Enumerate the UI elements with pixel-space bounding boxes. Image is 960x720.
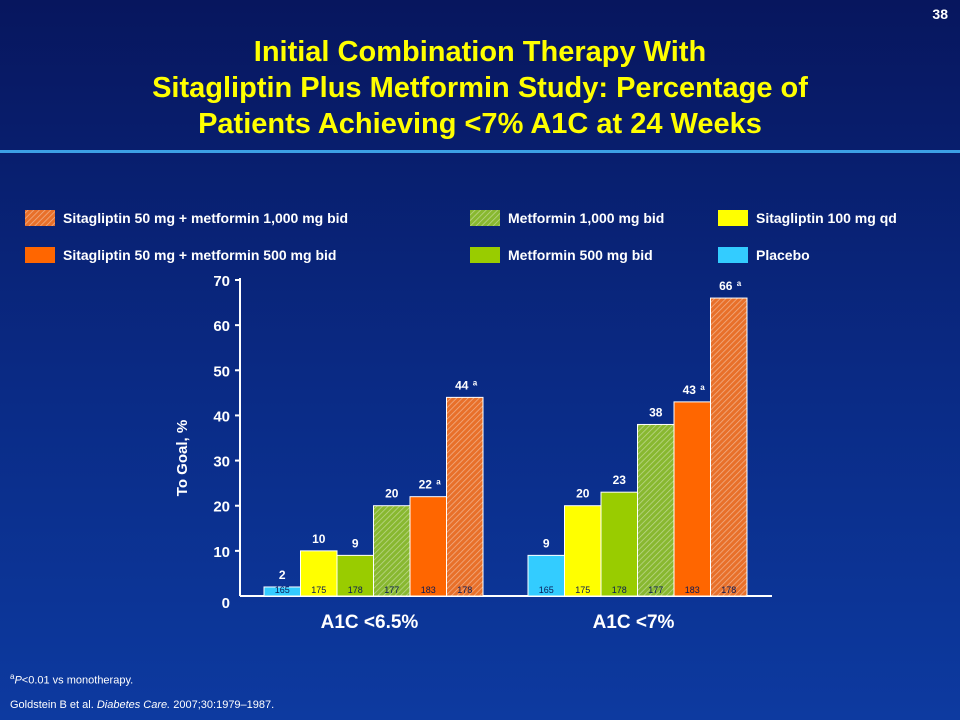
legend-label-metformin-1-000-mg-bid: Metformin 1,000 mg bid	[508, 210, 664, 226]
y-tick-label: 70	[213, 273, 230, 290]
bar-sitagliptin-50-mg-metformin-1-000-mg-bid-1	[446, 396, 484, 597]
value-label: 10	[312, 532, 326, 546]
n-label: 178	[721, 585, 736, 595]
chart-legend: Sitagliptin 50 mg + metformin 1,000 mg b…	[25, 210, 897, 263]
footnote-p: P	[14, 674, 22, 687]
value-label: 66	[719, 279, 733, 293]
significance-marker: a	[473, 378, 478, 387]
y-tick-label: 50	[213, 363, 230, 380]
citation-authors: Goldstein B et al.	[10, 699, 97, 711]
y-tick-label: 20	[213, 499, 230, 516]
footnote: aP<0.01 vs monotherapy.	[10, 672, 133, 687]
citation-volume: 2007;30:1979–1987.	[170, 699, 275, 711]
value-label: 20	[385, 487, 399, 501]
value-label: 43	[683, 383, 697, 397]
bar-metformin-500-mg-bid-2	[600, 491, 638, 597]
slide-number: 38	[932, 6, 948, 22]
value-label: 9	[352, 536, 359, 550]
n-label: 177	[648, 585, 663, 595]
title-line-1: Initial Combination Therapy With	[253, 36, 707, 68]
n-label: 178	[348, 585, 363, 595]
significance-marker: a	[700, 383, 705, 392]
n-label: 183	[421, 585, 436, 595]
n-label: 175	[575, 585, 590, 595]
legend-swatch-sitagliptin-50-mg-metformin-500-mg-bid	[25, 247, 55, 263]
y-axis-label: To Goal, %	[174, 420, 191, 496]
value-label: 20	[576, 487, 590, 501]
n-label: 175	[311, 585, 326, 595]
footnote-text: <0.01 vs monotherapy.	[21, 674, 134, 687]
y-tick-label: 30	[213, 454, 230, 471]
value-label: 44	[455, 378, 469, 392]
y-tick-label: 0	[222, 595, 230, 612]
bar-metformin-500-mg-bid-1	[336, 554, 374, 597]
legend-label-placebo: Placebo	[756, 247, 810, 263]
value-label: 22	[419, 478, 433, 492]
y-tick-label: 40	[213, 408, 230, 425]
category-label: A1C <7%	[593, 612, 675, 633]
n-label: 177	[384, 585, 399, 595]
legend-swatch-metformin-1-000-mg-bid	[470, 210, 500, 226]
value-label: 23	[613, 473, 627, 487]
y-tick-label: 60	[213, 318, 230, 335]
title-line-3: Patients Achieving <7% A1C at 24 Weeks	[198, 108, 762, 140]
category-label: A1C <6.5%	[321, 612, 419, 633]
n-label: 165	[275, 585, 290, 595]
legend-swatch-metformin-500-mg-bid	[470, 247, 500, 263]
n-label: 178	[457, 585, 472, 595]
y-tick-label: 10	[213, 544, 230, 561]
n-label: 165	[539, 585, 554, 595]
bar-metformin-1-000-mg-bid-2	[637, 423, 675, 597]
bar-sitagliptin-50-mg-metformin-1-000-mg-bid-2	[710, 297, 748, 597]
title-line-2: Sitagliptin Plus Metformin Study: Percen…	[152, 72, 808, 104]
legend-label-metformin-500-mg-bid: Metformin 500 mg bid	[508, 247, 653, 263]
legend-swatch-placebo	[718, 247, 748, 263]
citation: Goldstein B et al. Diabetes Care. 2007;3…	[10, 699, 274, 711]
n-label: 178	[612, 585, 627, 595]
bar-sitagliptin-100-mg-qd-2	[564, 505, 602, 597]
legend-swatch-sitagliptin-50-mg-metformin-1-000-mg-bid	[25, 210, 55, 226]
legend-label-sitagliptin-50-mg-metformin-1-000-mg-bid: Sitagliptin 50 mg + metformin 1,000 mg b…	[63, 210, 348, 226]
significance-marker: a	[436, 478, 441, 487]
value-label: 38	[649, 405, 663, 419]
legend-label-sitagliptin-50-mg-metformin-500-mg-bid: Sitagliptin 50 mg + metformin 500 mg bid	[63, 247, 336, 263]
slide-title: Initial Combination Therapy With Sitagli…	[40, 34, 920, 142]
significance-marker: a	[737, 279, 742, 288]
legend-label-sitagliptin-100-mg-qd: Sitagliptin 100 mg qd	[756, 210, 897, 226]
value-label: 9	[543, 536, 550, 550]
footnote-marker: a	[10, 672, 15, 681]
citation-journal: Diabetes Care.	[96, 699, 171, 711]
title-divider	[0, 150, 960, 153]
n-label: 183	[685, 585, 700, 595]
bar-sitagliptin-50-mg-metformin-500-mg-bid-1	[409, 496, 447, 597]
bar-sitagliptin-50-mg-metformin-500-mg-bid-2	[673, 401, 711, 597]
bar-metformin-1-000-mg-bid-1	[373, 505, 411, 597]
value-label: 2	[279, 568, 286, 582]
legend-swatch-sitagliptin-100-mg-qd	[718, 210, 748, 226]
